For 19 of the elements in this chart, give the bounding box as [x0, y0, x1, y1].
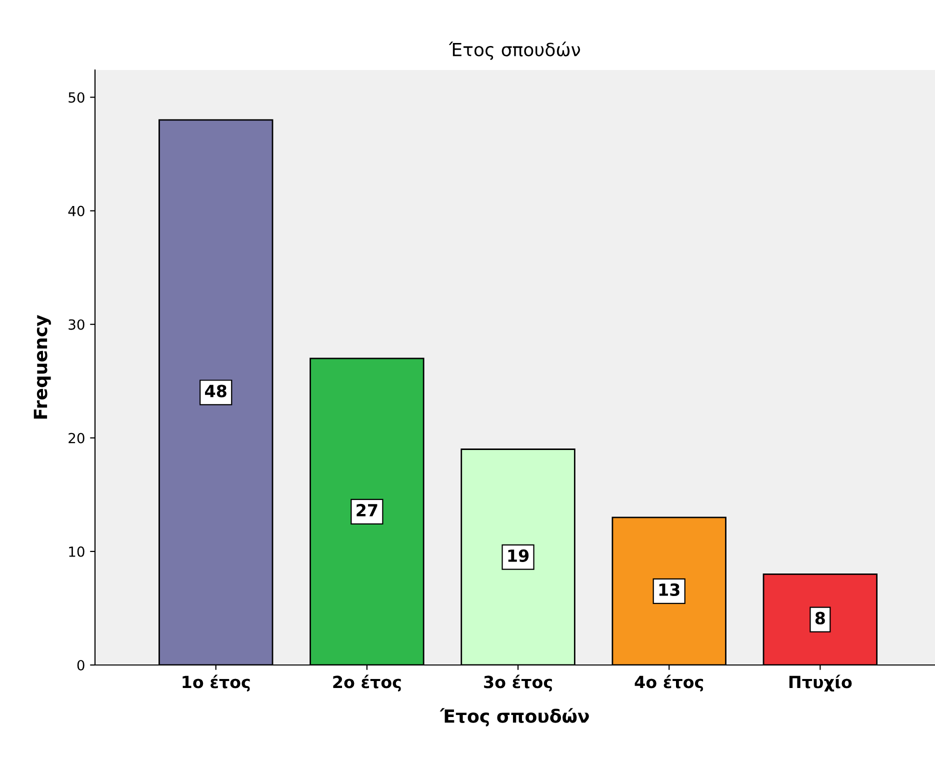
x-tick-label: 2ο έτος — [333, 674, 401, 692]
data-label: 19 — [508, 549, 529, 562]
y-tick-label: 10 — [69, 546, 84, 557]
y-tick-label: 20 — [68, 432, 84, 444]
y-tick-label: 0 — [77, 660, 84, 670]
x-tick-label: 4ο έτος — [634, 674, 704, 692]
x-tick-label: Πτυχίο — [789, 674, 852, 692]
y-tick-label: 30 — [68, 319, 84, 330]
data-label: 8 — [815, 612, 825, 624]
y-tick-label: 50 — [68, 92, 84, 103]
x-tick-label: 1ο έτος — [182, 674, 250, 692]
data-label: 48 — [205, 384, 226, 398]
x-axis-title: Έτος σπουδών — [440, 708, 589, 726]
data-label: 27 — [356, 504, 378, 516]
x-tick-label: 3ο έτος — [484, 674, 552, 692]
chart-title: Έτος σπουδών — [448, 42, 580, 60]
y-axis-title: Frequency — [34, 314, 51, 419]
y-tick-label: 40 — [68, 206, 84, 216]
data-label: 13 — [659, 583, 680, 596]
